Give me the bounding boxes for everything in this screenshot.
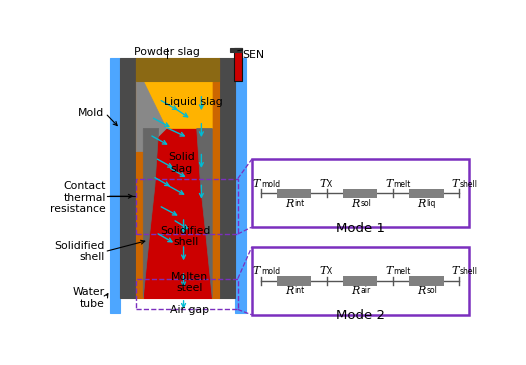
Text: R: R [417, 199, 426, 208]
Text: SEN: SEN [242, 50, 265, 60]
Bar [136, 278, 238, 310]
Bar [277, 276, 311, 285]
Bar [343, 276, 378, 285]
Text: T: T [385, 178, 392, 189]
Text: T: T [253, 178, 260, 189]
Text: int: int [294, 287, 305, 295]
Text: Solid
slag: Solid slag [169, 152, 195, 174]
Text: mold: mold [261, 180, 280, 189]
Text: T: T [451, 266, 459, 276]
Text: melt: melt [393, 180, 411, 189]
Text: shell: shell [459, 180, 478, 189]
Text: R: R [351, 199, 359, 208]
Polygon shape [197, 128, 212, 298]
Text: sol: sol [427, 287, 437, 295]
Text: Liquid slag: Liquid slag [164, 97, 223, 107]
Bar [120, 58, 136, 298]
Text: Water
tube: Water tube [73, 287, 105, 309]
Bar [136, 178, 238, 234]
Text: Molten
steel: Molten steel [171, 272, 208, 293]
Text: T: T [319, 178, 327, 189]
Text: Mode 2: Mode 2 [336, 310, 385, 322]
Bar [110, 58, 120, 313]
Text: R: R [351, 287, 359, 296]
Text: melt: melt [393, 267, 411, 276]
Text: liq: liq [427, 199, 436, 208]
Text: Powder slag: Powder slag [134, 47, 199, 57]
Bar [234, 48, 241, 81]
Text: Solidified
shell: Solidified shell [160, 226, 211, 247]
Bar [277, 189, 311, 198]
Text: R: R [285, 287, 294, 296]
Bar [136, 58, 219, 81]
Bar [252, 247, 469, 315]
Text: mold: mold [261, 267, 280, 276]
Bar [343, 189, 378, 198]
Text: X: X [327, 267, 332, 276]
Text: shell: shell [459, 267, 478, 276]
Bar [212, 59, 219, 298]
Text: Contact
thermal
resistance: Contact thermal resistance [50, 181, 106, 214]
Text: T: T [385, 266, 392, 276]
Text: R: R [417, 287, 426, 296]
Text: Mold: Mold [78, 108, 105, 118]
Text: R: R [285, 199, 294, 208]
Bar [136, 59, 143, 298]
Text: T: T [319, 266, 327, 276]
Text: air: air [360, 287, 370, 295]
Text: T: T [253, 266, 260, 276]
Bar [236, 58, 246, 313]
Text: sol: sol [360, 199, 371, 208]
Polygon shape [143, 81, 212, 128]
Bar [143, 59, 212, 298]
Polygon shape [143, 128, 159, 298]
Bar [252, 159, 469, 227]
Text: int: int [294, 199, 305, 208]
Polygon shape [136, 81, 167, 151]
Bar [219, 58, 236, 298]
Bar [409, 189, 443, 198]
Text: Air gap: Air gap [170, 305, 209, 315]
Text: Mode 1: Mode 1 [336, 222, 385, 235]
Text: X: X [327, 180, 332, 189]
Bar [409, 276, 443, 285]
Text: T: T [451, 178, 459, 189]
Bar [230, 48, 241, 52]
Text: Solidified
shell: Solidified shell [54, 241, 105, 262]
